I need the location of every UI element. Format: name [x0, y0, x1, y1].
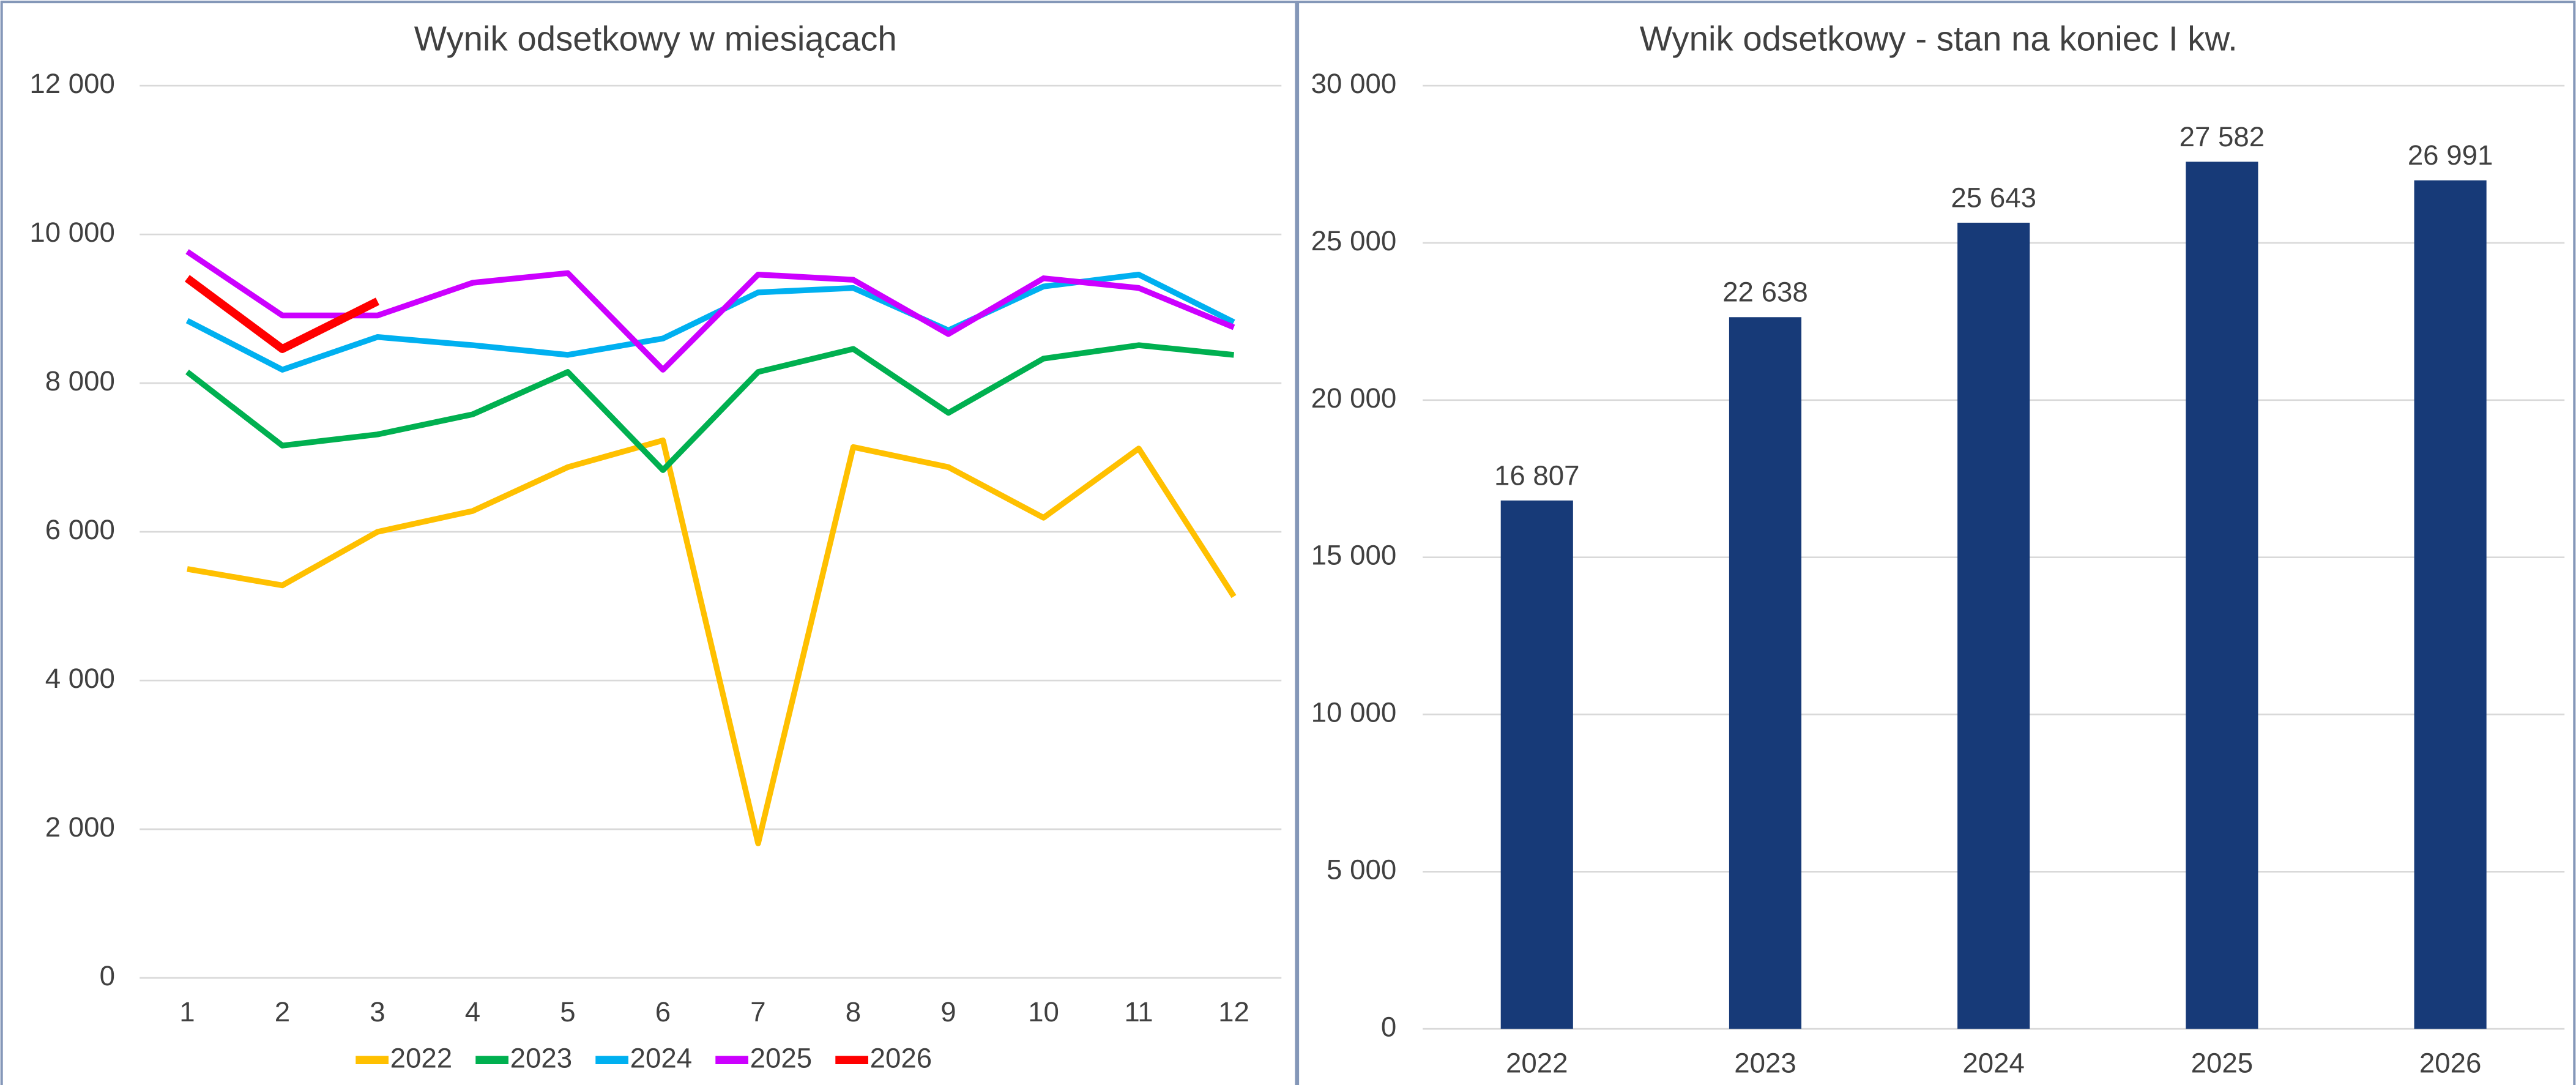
bar	[1957, 222, 2030, 1029]
x-tick-label: 12	[1218, 996, 1249, 1027]
y-tick-label: 8 000	[45, 365, 115, 397]
x-tick-label: 2025	[2191, 1047, 2254, 1078]
y-tick-label: 25 000	[1311, 225, 1397, 256]
bar	[1729, 317, 1802, 1029]
y-tick-label: 15 000	[1311, 540, 1397, 571]
bar	[2414, 180, 2487, 1029]
bar	[2186, 162, 2258, 1029]
series-line	[185, 342, 1234, 473]
legend-label: 2026	[870, 1042, 932, 1073]
x-tick-label: 3	[370, 996, 385, 1027]
y-tick-label: 10 000	[1311, 697, 1397, 728]
x-tick-label: 2022	[1506, 1047, 1568, 1078]
legend-label: 2025	[750, 1042, 813, 1073]
chart-title: Wynik odsetkowy - stan na koniec I kw.	[1640, 19, 2238, 58]
x-tick-label: 9	[940, 996, 956, 1027]
y-tick-label: 20 000	[1311, 382, 1397, 414]
x-tick-label: 8	[846, 996, 861, 1027]
data-label: 16 807	[1494, 460, 1580, 491]
left-panel	[0, 1, 1298, 1085]
y-tick-label: 5 000	[1327, 854, 1396, 885]
x-tick-label: 7	[750, 996, 765, 1027]
x-tick-label: 1	[179, 996, 195, 1027]
bar	[1500, 500, 1573, 1029]
legend-label: 2024	[630, 1042, 693, 1073]
y-tick-label: 12 000	[29, 68, 115, 99]
x-tick-label: 2	[275, 996, 290, 1027]
x-tick-label: 6	[655, 996, 671, 1027]
x-tick-label: 2024	[1962, 1047, 2025, 1078]
legend-label: 2023	[510, 1042, 573, 1073]
data-label: 26 991	[2408, 140, 2493, 171]
x-tick-label: 2026	[2419, 1047, 2482, 1078]
y-tick-label: 4 000	[45, 663, 115, 694]
y-tick-label: 10 000	[29, 217, 115, 248]
right-panel	[1297, 1, 2576, 1085]
data-label: 25 643	[1951, 182, 2036, 213]
x-tick-label: 2023	[1734, 1047, 1796, 1078]
series-line	[185, 271, 1235, 373]
y-tick-label: 30 000	[1311, 68, 1397, 99]
x-tick-label: 11	[1124, 996, 1153, 1027]
y-tick-label: 0	[1381, 1011, 1396, 1042]
x-tick-label: 5	[560, 996, 575, 1027]
y-tick-label: 6 000	[45, 514, 115, 545]
x-tick-label: 4	[465, 996, 480, 1027]
data-label: 22 638	[1722, 277, 1808, 308]
series-line	[184, 275, 379, 353]
series-line	[187, 437, 1237, 846]
chart-title: Wynik odsetkowy w miesiącach	[414, 19, 897, 58]
x-tick-label: 10	[1028, 996, 1059, 1027]
legend-label: 2022	[390, 1042, 453, 1073]
y-tick-label: 2 000	[45, 811, 115, 843]
data-label: 27 582	[2180, 121, 2265, 152]
y-tick-label: 0	[100, 960, 115, 991]
series-line	[185, 249, 1235, 373]
